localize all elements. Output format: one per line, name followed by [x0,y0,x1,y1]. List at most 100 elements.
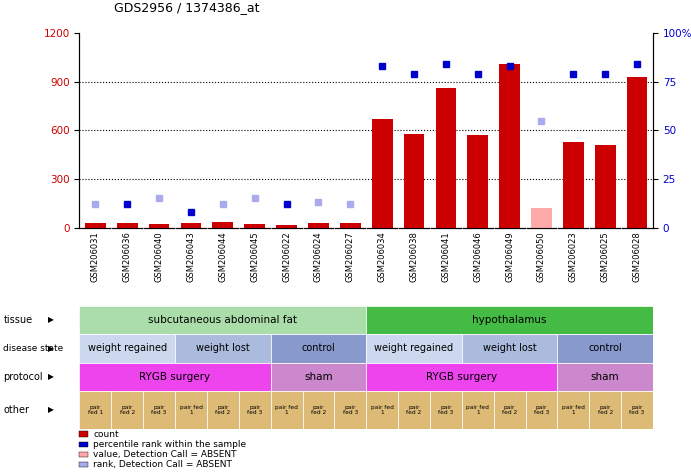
Text: GSM206025: GSM206025 [600,231,609,282]
Bar [85,223,106,228]
Text: GDS2956 / 1374386_at: GDS2956 / 1374386_at [114,1,260,14]
Bar [117,223,138,228]
Text: pair
fed 2: pair fed 2 [311,405,326,415]
Bar [340,223,361,228]
Text: GSM206044: GSM206044 [218,231,227,282]
Text: GSM206023: GSM206023 [569,231,578,282]
Text: ▶: ▶ [48,373,55,381]
Text: ▶: ▶ [48,344,55,353]
Bar [558,334,653,363]
Bar [111,391,143,429]
Bar [271,334,366,363]
Bar [175,391,207,429]
Bar [79,391,111,429]
Text: GSM206036: GSM206036 [123,231,132,283]
Text: ▶: ▶ [48,406,55,414]
Bar [334,391,366,429]
Bar [563,142,584,228]
Text: pair fed
1: pair fed 1 [371,405,394,415]
Bar [79,306,366,334]
Text: RYGB surgery: RYGB surgery [140,372,211,382]
Text: subcutaneous abdominal fat: subcutaneous abdominal fat [149,315,297,325]
Text: ▶: ▶ [48,316,55,324]
Bar [366,334,462,363]
Bar [462,391,493,429]
Bar [271,391,303,429]
Bar [531,208,552,228]
Text: value, Detection Call = ABSENT: value, Detection Call = ABSENT [93,450,237,459]
Text: pair
fed 2: pair fed 2 [598,405,613,415]
Bar [372,119,392,228]
Text: protocol: protocol [3,372,43,382]
Text: GSM206045: GSM206045 [250,231,259,282]
Text: sham: sham [304,372,333,382]
Text: pair
fed 3: pair fed 3 [630,405,645,415]
Text: pair
fed 2: pair fed 2 [120,405,135,415]
Text: control: control [588,343,622,354]
Text: RYGB surgery: RYGB surgery [426,372,498,382]
Text: pair fed
1: pair fed 1 [562,405,585,415]
Bar [303,391,334,429]
Text: sham: sham [591,372,620,382]
Bar [149,224,169,228]
Bar [404,134,424,228]
Text: disease state: disease state [3,344,64,353]
Bar [213,222,233,228]
Text: GSM206034: GSM206034 [378,231,387,282]
Bar [462,334,558,363]
Text: rank, Detection Call = ABSENT: rank, Detection Call = ABSENT [93,460,232,469]
Bar [207,391,239,429]
Bar [271,363,366,391]
Text: weight lost: weight lost [483,343,536,354]
Text: GSM206031: GSM206031 [91,231,100,282]
Bar [589,391,621,429]
Text: pair
fed 2: pair fed 2 [406,405,422,415]
Text: tissue: tissue [3,315,32,325]
Bar [239,391,271,429]
Text: GSM206046: GSM206046 [473,231,482,282]
Text: GSM206050: GSM206050 [537,231,546,282]
Bar [430,391,462,429]
Bar [79,334,175,363]
Text: pair fed
1: pair fed 1 [466,405,489,415]
Bar [79,363,271,391]
Bar [366,363,558,391]
Bar [435,88,456,228]
Text: pair
fed 3: pair fed 3 [438,405,453,415]
Text: pair fed
1: pair fed 1 [180,405,202,415]
Text: GSM206043: GSM206043 [187,231,196,282]
Bar [595,145,616,228]
Bar [308,223,329,228]
Text: hypothalamus: hypothalamus [473,315,547,325]
Text: weight regained: weight regained [88,343,167,354]
Text: pair fed
1: pair fed 1 [275,405,298,415]
Bar [558,363,653,391]
Text: GSM206028: GSM206028 [632,231,641,282]
Text: weight lost: weight lost [196,343,249,354]
Bar [500,64,520,228]
Text: pair
fed 3: pair fed 3 [247,405,263,415]
Text: GSM206027: GSM206027 [346,231,354,282]
Text: pair
fed 3: pair fed 3 [534,405,549,415]
Text: control: control [301,343,335,354]
Text: other: other [3,405,30,415]
Text: pair
fed 3: pair fed 3 [343,405,358,415]
Text: GSM206049: GSM206049 [505,231,514,282]
Bar [558,391,589,429]
Bar [493,391,526,429]
Text: GSM206022: GSM206022 [282,231,291,282]
Text: pair
fed 3: pair fed 3 [151,405,167,415]
Text: GSM206040: GSM206040 [155,231,164,282]
Text: weight regained: weight regained [375,343,453,354]
Bar [143,391,175,429]
Text: GSM206041: GSM206041 [442,231,451,282]
Text: pair
fed 2: pair fed 2 [215,405,231,415]
Bar [526,391,558,429]
Bar [621,391,653,429]
Text: count: count [93,429,119,438]
Bar [627,77,647,228]
Bar [175,334,271,363]
Bar [366,306,653,334]
Text: percentile rank within the sample: percentile rank within the sample [93,439,247,448]
Bar [467,135,488,228]
